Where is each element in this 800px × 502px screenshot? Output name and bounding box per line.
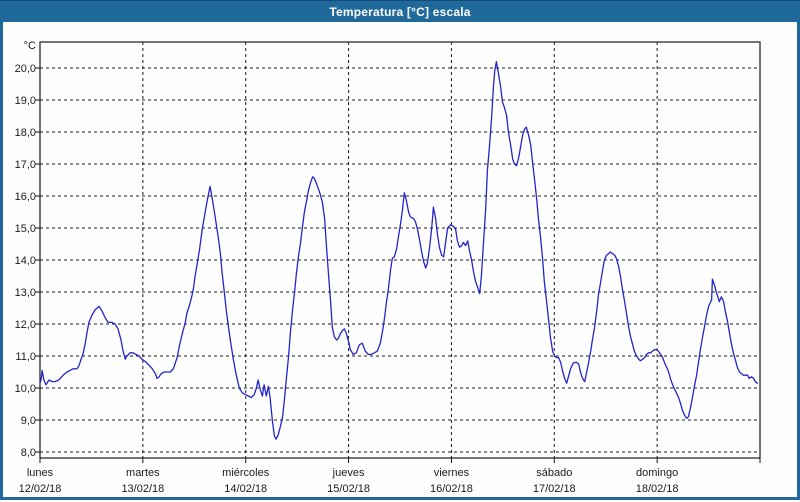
y-tick-label: 16,0	[15, 191, 36, 203]
date-label: 12/02/18	[19, 483, 62, 495]
y-tick-label: 11,0	[15, 351, 36, 363]
y-tick-label: 19,0	[15, 95, 36, 107]
y-tick-label: 12,0	[15, 319, 36, 331]
date-label: 13/02/18	[121, 483, 164, 495]
title-bar: Temperatura [°C] escala	[0, 0, 800, 23]
day-label: lunes	[27, 467, 54, 479]
y-tick-label: 18,0	[15, 127, 36, 139]
window-title: Temperatura [°C] escala	[329, 5, 471, 19]
temperature-line	[39, 60, 759, 440]
plot-border	[39, 41, 761, 459]
y-tick-label: 9,0	[21, 415, 36, 427]
date-label: 16/02/18	[430, 483, 473, 495]
y-axis-unit-label: °C	[24, 40, 36, 52]
y-tick-label: 14,0	[15, 255, 36, 267]
y-tick-label: 17,0	[15, 159, 36, 171]
day-label: martes	[126, 467, 160, 479]
day-label: viernes	[434, 467, 470, 479]
chart-area: 20,0 19,0 18,0 17,0 16,0 15,0 14,0 13,0 12,0 11,0…	[3, 22, 797, 497]
date-label: 14/02/18	[224, 483, 267, 495]
y-tick-label: 10,0	[15, 383, 36, 395]
day-label: domingo	[636, 467, 678, 479]
date-label: 15/02/18	[327, 483, 370, 495]
y-tick-label: 15,0	[15, 223, 36, 235]
date-label: 17/02/18	[533, 483, 576, 495]
y-tick-label: 20,0	[15, 63, 36, 75]
y-tick-label: 8,0	[21, 447, 36, 459]
day-label: sábado	[536, 467, 572, 479]
day-label: jueves	[332, 467, 365, 479]
date-label: 18/02/18	[636, 483, 679, 495]
day-label: miércoles	[222, 467, 270, 479]
temperature-chart: 20,0 19,0 18,0 17,0 16,0 15,0 14,0 13,0 12,0 11,0…	[15, 40, 761, 495]
y-tick-label: 13,0	[15, 287, 36, 299]
